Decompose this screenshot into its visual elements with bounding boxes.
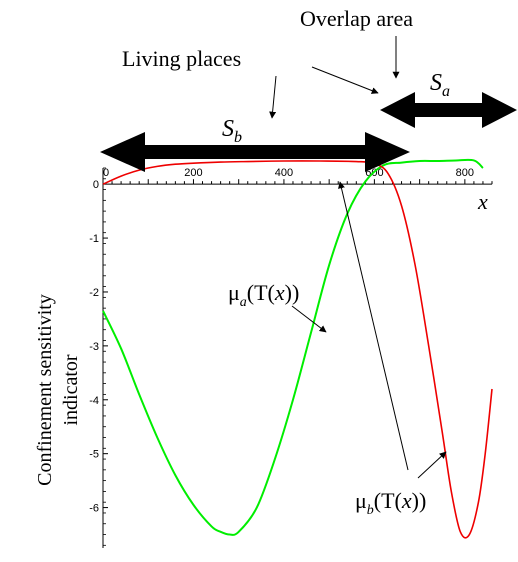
series-line-mu-a [102, 158, 484, 536]
sa-region-arrow [380, 92, 517, 128]
series-layer [102, 158, 493, 539]
y-axis-label-line1: Confinement sensitivity [34, 294, 56, 486]
sb-label-main: S [222, 116, 234, 142]
mu-b-pointer-long [338, 181, 409, 471]
sb-arrow-shape [100, 132, 410, 172]
mu-b-label: μb(T(x)) [355, 488, 426, 518]
y-tick-label: -1 [89, 233, 99, 245]
mu-a-x: x [274, 280, 285, 305]
mu-b-x: x [401, 488, 412, 513]
series-line-mu-b [102, 160, 493, 539]
y-tick-label: -5 [89, 449, 99, 461]
x-tick-label: 0 [103, 167, 109, 179]
sa-label-main: S [430, 70, 442, 96]
mu-a-main: μ [228, 280, 240, 305]
mu-b-pointer-short [417, 451, 447, 479]
sa-label: Sa [430, 70, 450, 100]
mu-b-open: (T( [374, 488, 402, 513]
mu-a-close: )) [285, 280, 300, 305]
mu-a-pointer [291, 305, 327, 333]
y-tick-label: -4 [89, 395, 99, 407]
mu-a-sub: a [240, 295, 247, 310]
y-tick-label-zero: 0 [93, 179, 99, 191]
living-places-pointer-b [269, 75, 277, 119]
living-places-pointer-a [311, 66, 379, 94]
x-axis-label: x [477, 189, 488, 214]
mu-b-main: μ [355, 488, 367, 513]
y-tick-label: -2 [89, 287, 99, 299]
sb-label-sub: b [234, 129, 242, 146]
sa-arrow-shape [380, 92, 517, 128]
y-axis-label: Confinement sensitivity indicator [34, 294, 82, 486]
x-tick-label: 400 [275, 167, 293, 179]
y-tick-label: -6 [89, 503, 99, 515]
mu-a-open: (T( [247, 280, 275, 305]
y-axis-label-line2: indicator [60, 354, 82, 425]
sb-region-arrow [100, 132, 410, 172]
mu-b-close: )) [412, 488, 427, 513]
sa-label-sub: a [442, 83, 450, 100]
x-tick-label: 800 [456, 167, 474, 179]
x-tick-label: 200 [184, 167, 202, 179]
living-places-label: Living places [122, 46, 241, 71]
sb-label: Sb [222, 116, 242, 146]
mu-a-label: μa(T(x)) [228, 280, 299, 310]
overlap-area-label: Overlap area [300, 6, 413, 31]
y-tick-label: -3 [89, 341, 99, 353]
mu-b-sub: b [367, 503, 374, 518]
y-minor-ticks [103, 167, 106, 546]
y-ticks: -1 -2 -3 -4 -5 -6 [89, 233, 108, 515]
